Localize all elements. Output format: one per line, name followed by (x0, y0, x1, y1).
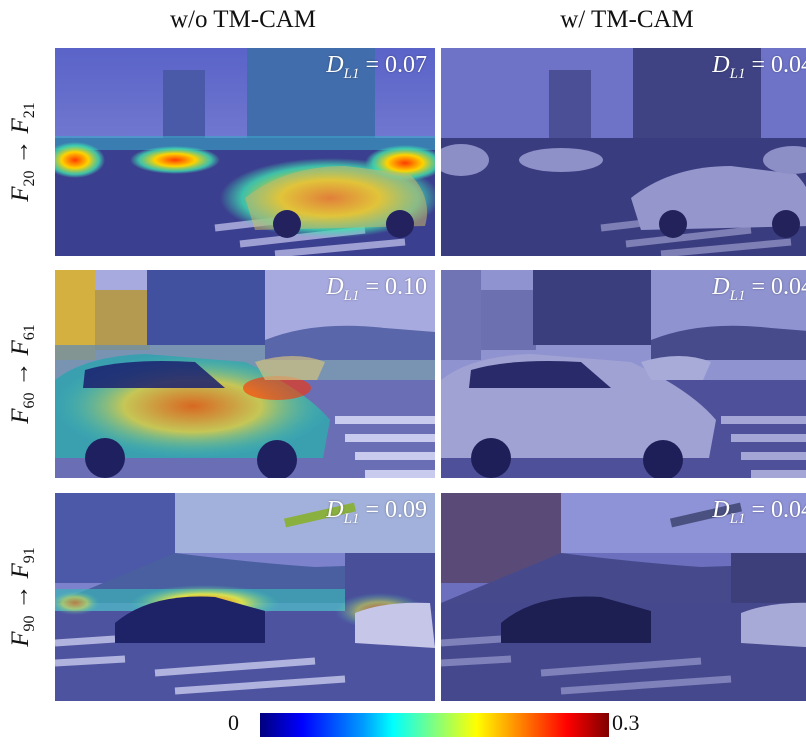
heatmap-panel-r3-with: DL1 = 0.04 (441, 493, 806, 701)
metric-r3-with: DL1 = 0.04 (712, 497, 806, 527)
heatmap-panel-r1-without: DL1 = 0.07 (55, 48, 435, 256)
colorbar: 0 0.3 (0, 710, 806, 740)
metric-r2-without: DL1 = 0.10 (326, 274, 427, 304)
column-header-with: w/ TM-CAM (560, 6, 694, 33)
metric-r1-without: DL1 = 0.07 (326, 52, 427, 82)
colorbar-max-label: 0.3 (612, 710, 640, 735)
row-label-2: F60→F61 (7, 324, 38, 424)
metric-r3-without: DL1 = 0.09 (326, 497, 427, 527)
colorbar-min-label: 0 (228, 710, 239, 735)
metric-r1-with: DL1 = 0.04 (712, 52, 806, 82)
column-header-without: w/o TM-CAM (169, 6, 317, 33)
colorbar-gradient (260, 713, 609, 737)
heatmap-panel-r3-without: DL1 = 0.09 (55, 493, 435, 701)
row-label-3: F90→F91 (7, 547, 38, 647)
metric-r2-with: DL1 = 0.04 (712, 274, 806, 304)
heatmap-panel-r1-with: DL1 = 0.04 (441, 48, 806, 256)
heatmap-panel-r2-with: DL1 = 0.04 (441, 270, 806, 478)
row-label-1: F20→F21 (7, 102, 38, 202)
heatmap-panel-r2-without: DL1 = 0.10 (55, 270, 435, 478)
